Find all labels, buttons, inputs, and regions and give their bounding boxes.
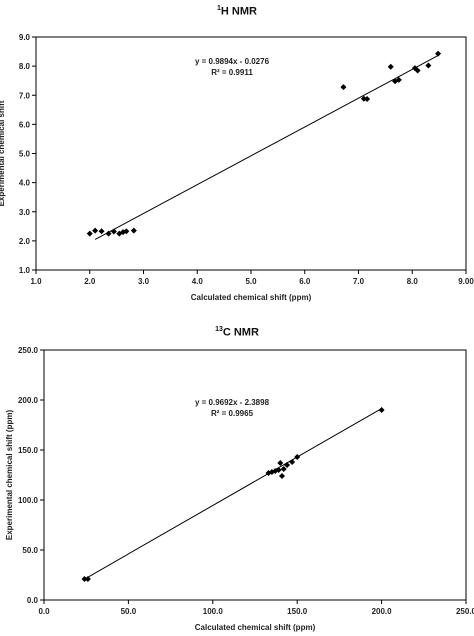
h-nmr-plot: 1.0 2.0 3.0 4.0 5.0 6.0 7.0 8.0 9.00 1.0 2.0 3.0 4.0… xyxy=(0,33,474,302)
title-superscript: 13 xyxy=(215,326,223,333)
y-tick-label: 2.0 xyxy=(19,237,31,246)
y-tick-label: 3.0 xyxy=(19,208,31,217)
y-tick-label: 250.0 xyxy=(18,346,39,355)
x-tick-label: 9.00 xyxy=(458,277,474,286)
y-tick-label: 8.0 xyxy=(19,62,31,71)
trendline-equation: y = 0.9894x - 0.0276 xyxy=(195,57,270,66)
r-squared-label: R² = 0.9965 xyxy=(211,409,254,418)
data-point xyxy=(105,230,112,237)
data-point xyxy=(425,62,432,69)
x-tick-label: 2.0 xyxy=(84,277,96,286)
trendline xyxy=(84,408,382,580)
data-point xyxy=(435,50,442,57)
data-point xyxy=(86,230,93,237)
x-tick-label: 8.0 xyxy=(407,277,419,286)
y-tick-label: 4.0 xyxy=(19,179,31,188)
chart-title: 13C NMR xyxy=(0,326,474,339)
y-tick-label: 6.0 xyxy=(19,120,31,129)
data-point xyxy=(340,84,347,91)
x-tick-label: 3.0 xyxy=(138,277,150,286)
r-squared-label: R² = 0.9911 xyxy=(211,68,253,77)
data-point xyxy=(364,96,371,103)
title-text: C NMR xyxy=(222,326,259,339)
c-nmr-plot: 0.0 50.0 100.0 150.0 200.0 250.0 0.0 50.0 100.0 1… xyxy=(5,346,474,632)
x-tick-label: 7.0 xyxy=(353,277,365,286)
x-tick-label: 250.0 xyxy=(456,607,474,616)
h-nmr-chart: 1H NMR 1.0 2.0 3.0 4.0 5.0 6.0 7.0 8.0 9.00 1.0 2.… xyxy=(0,5,474,302)
data-point xyxy=(414,67,421,74)
trendline xyxy=(94,54,440,240)
data-point xyxy=(280,466,287,472)
y-tick-label: 150.0 xyxy=(18,446,39,455)
data-point xyxy=(279,473,286,479)
y-axis-title: Experimental chemical shift (ppm) xyxy=(5,410,14,541)
data-point xyxy=(84,576,91,582)
data-point xyxy=(275,467,282,473)
trendline-equation: y = 0.9692x - 2.3898 xyxy=(195,398,270,407)
x-tick-label: 150.0 xyxy=(287,607,308,616)
data-point xyxy=(378,407,385,413)
chart-title: 1H NMR xyxy=(0,5,474,18)
data-point xyxy=(123,228,130,235)
y-tick-label: 0.0 xyxy=(27,596,39,605)
y-tick-label: 200.0 xyxy=(18,396,39,405)
y-tick-label: 7.0 xyxy=(19,91,31,100)
y-axis-title: Experimental chemical shift xyxy=(0,100,6,206)
x-tick-label: 5.0 xyxy=(245,277,257,286)
title-superscript: 1 xyxy=(217,5,221,12)
y-tick-label: 9.0 xyxy=(19,33,31,42)
title-text: H NMR xyxy=(220,5,257,18)
x-axis-title: Calculated chemical shift (ppm) xyxy=(191,293,312,302)
data-point xyxy=(395,76,402,83)
x-tick-label: 100.0 xyxy=(203,607,224,616)
x-axis-title: Calculated chemical shift (ppm) xyxy=(195,623,316,632)
x-tick-label: 1.0 xyxy=(30,277,42,286)
data-point xyxy=(130,227,137,234)
data-point xyxy=(277,460,284,466)
y-tick-label: 100.0 xyxy=(18,496,39,505)
x-tick-label: 200.0 xyxy=(372,607,393,616)
data-point xyxy=(387,63,394,70)
data-point xyxy=(98,228,105,235)
plot-area-frame xyxy=(43,349,467,601)
x-tick-label: 50.0 xyxy=(121,607,137,616)
data-point xyxy=(92,227,99,234)
x-tick-label: 6.0 xyxy=(299,277,311,286)
x-tick-label: 0.0 xyxy=(38,607,50,616)
y-tick-label: 5.0 xyxy=(19,150,31,159)
data-point xyxy=(284,462,291,468)
data-point xyxy=(110,228,117,235)
x-tick-label: 4.0 xyxy=(192,277,204,286)
y-tick-label: 50.0 xyxy=(22,546,38,555)
data-point xyxy=(289,459,296,465)
c-nmr-chart: 13C NMR 0.0 50.0 100.0 150.0 200.0 250.0 0.0 50… xyxy=(0,318,474,636)
data-point xyxy=(294,454,301,460)
y-tick-label: 1.0 xyxy=(19,266,31,275)
data-point xyxy=(81,576,88,582)
